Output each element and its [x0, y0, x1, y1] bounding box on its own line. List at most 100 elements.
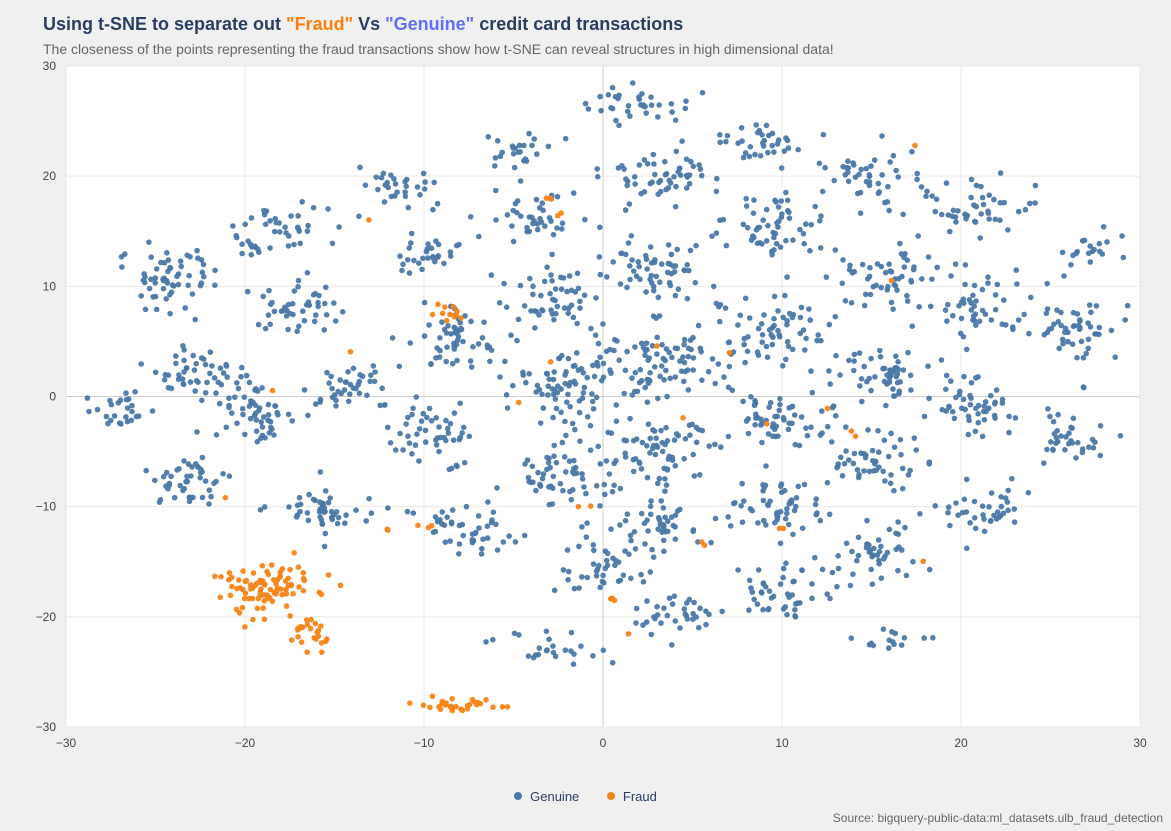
- point-genuine[interactable]: [575, 271, 581, 277]
- point-genuine[interactable]: [116, 400, 122, 406]
- point-genuine[interactable]: [877, 189, 883, 195]
- point-genuine[interactable]: [697, 606, 703, 612]
- point-genuine[interactable]: [540, 200, 546, 206]
- point-genuine[interactable]: [690, 616, 696, 622]
- point-genuine[interactable]: [555, 390, 561, 396]
- point-genuine[interactable]: [717, 140, 723, 146]
- point-genuine[interactable]: [637, 380, 643, 386]
- point-genuine[interactable]: [944, 318, 950, 324]
- point-genuine[interactable]: [626, 103, 632, 109]
- point-genuine[interactable]: [970, 317, 976, 323]
- point-genuine[interactable]: [382, 199, 388, 205]
- point-genuine[interactable]: [669, 101, 675, 107]
- point-genuine[interactable]: [738, 313, 744, 319]
- point-genuine[interactable]: [286, 412, 292, 418]
- point-genuine[interactable]: [628, 576, 634, 582]
- point-fraud[interactable]: [218, 595, 224, 601]
- point-genuine[interactable]: [277, 229, 283, 235]
- point-genuine[interactable]: [723, 305, 729, 311]
- point-genuine[interactable]: [889, 300, 895, 306]
- point-genuine[interactable]: [770, 230, 776, 236]
- point-genuine[interactable]: [223, 362, 229, 368]
- point-genuine[interactable]: [544, 455, 550, 461]
- point-genuine[interactable]: [188, 379, 194, 385]
- point-genuine[interactable]: [403, 184, 409, 190]
- point-genuine[interactable]: [656, 295, 662, 301]
- point-genuine[interactable]: [425, 246, 431, 252]
- point-genuine[interactable]: [989, 490, 995, 496]
- point-genuine[interactable]: [602, 492, 608, 498]
- point-genuine[interactable]: [1087, 302, 1093, 308]
- point-genuine[interactable]: [714, 301, 720, 307]
- point-genuine[interactable]: [186, 273, 192, 279]
- point-genuine[interactable]: [589, 391, 595, 397]
- point-genuine[interactable]: [986, 192, 992, 198]
- point-genuine[interactable]: [594, 166, 600, 172]
- point-genuine[interactable]: [296, 226, 302, 232]
- point-genuine[interactable]: [1112, 354, 1118, 360]
- point-genuine[interactable]: [672, 437, 678, 443]
- point-genuine[interactable]: [1032, 200, 1038, 206]
- point-genuine[interactable]: [1053, 440, 1059, 446]
- point-genuine[interactable]: [933, 503, 939, 509]
- point-genuine[interactable]: [655, 396, 661, 402]
- point-genuine[interactable]: [683, 436, 689, 442]
- point-genuine[interactable]: [346, 399, 352, 405]
- point-genuine[interactable]: [898, 437, 904, 443]
- point-genuine[interactable]: [459, 430, 465, 436]
- point-genuine[interactable]: [435, 201, 441, 207]
- point-genuine[interactable]: [629, 375, 635, 381]
- point-genuine[interactable]: [563, 469, 569, 475]
- point-genuine[interactable]: [623, 454, 629, 460]
- point-genuine[interactable]: [824, 274, 830, 280]
- point-genuine[interactable]: [914, 177, 920, 183]
- point-genuine[interactable]: [939, 212, 945, 218]
- point-genuine[interactable]: [443, 359, 449, 365]
- point-genuine[interactable]: [783, 238, 789, 244]
- point-genuine[interactable]: [738, 503, 744, 509]
- point-genuine[interactable]: [645, 357, 651, 363]
- point-genuine[interactable]: [803, 425, 809, 431]
- point-genuine[interactable]: [422, 333, 428, 339]
- point-genuine[interactable]: [165, 486, 171, 492]
- point-genuine[interactable]: [775, 224, 781, 230]
- point-genuine[interactable]: [182, 305, 188, 311]
- point-genuine[interactable]: [164, 470, 170, 476]
- point-genuine[interactable]: [551, 443, 557, 449]
- point-fraud[interactable]: [254, 580, 260, 586]
- point-genuine[interactable]: [779, 198, 785, 204]
- point-genuine[interactable]: [329, 509, 335, 515]
- point-genuine[interactable]: [900, 212, 906, 218]
- point-genuine[interactable]: [986, 504, 992, 510]
- point-genuine[interactable]: [777, 396, 783, 402]
- point-genuine[interactable]: [1010, 324, 1016, 330]
- point-genuine[interactable]: [644, 266, 650, 272]
- point-genuine[interactable]: [214, 432, 220, 438]
- point-genuine[interactable]: [419, 267, 425, 273]
- point-genuine[interactable]: [880, 469, 886, 475]
- point-genuine[interactable]: [613, 118, 619, 124]
- point-genuine[interactable]: [690, 367, 696, 373]
- point-genuine[interactable]: [1085, 346, 1091, 352]
- point-genuine[interactable]: [217, 401, 223, 407]
- point-genuine[interactable]: [664, 482, 670, 488]
- point-genuine[interactable]: [451, 437, 457, 443]
- point-genuine[interactable]: [977, 319, 983, 325]
- point-genuine[interactable]: [194, 248, 200, 254]
- point-genuine[interactable]: [644, 517, 650, 523]
- point-genuine[interactable]: [764, 238, 770, 244]
- point-genuine[interactable]: [900, 486, 906, 492]
- point-genuine[interactable]: [476, 513, 482, 519]
- point-genuine[interactable]: [1080, 446, 1086, 452]
- point-genuine[interactable]: [785, 138, 791, 144]
- point-genuine[interactable]: [538, 293, 544, 299]
- point-genuine[interactable]: [485, 499, 491, 505]
- point-genuine[interactable]: [859, 399, 865, 405]
- point-fraud[interactable]: [490, 704, 496, 710]
- point-fraud[interactable]: [588, 503, 594, 509]
- point-genuine[interactable]: [618, 578, 624, 584]
- point-genuine[interactable]: [627, 277, 633, 283]
- point-genuine[interactable]: [669, 109, 675, 115]
- point-genuine[interactable]: [409, 231, 415, 237]
- point-genuine[interactable]: [571, 315, 577, 321]
